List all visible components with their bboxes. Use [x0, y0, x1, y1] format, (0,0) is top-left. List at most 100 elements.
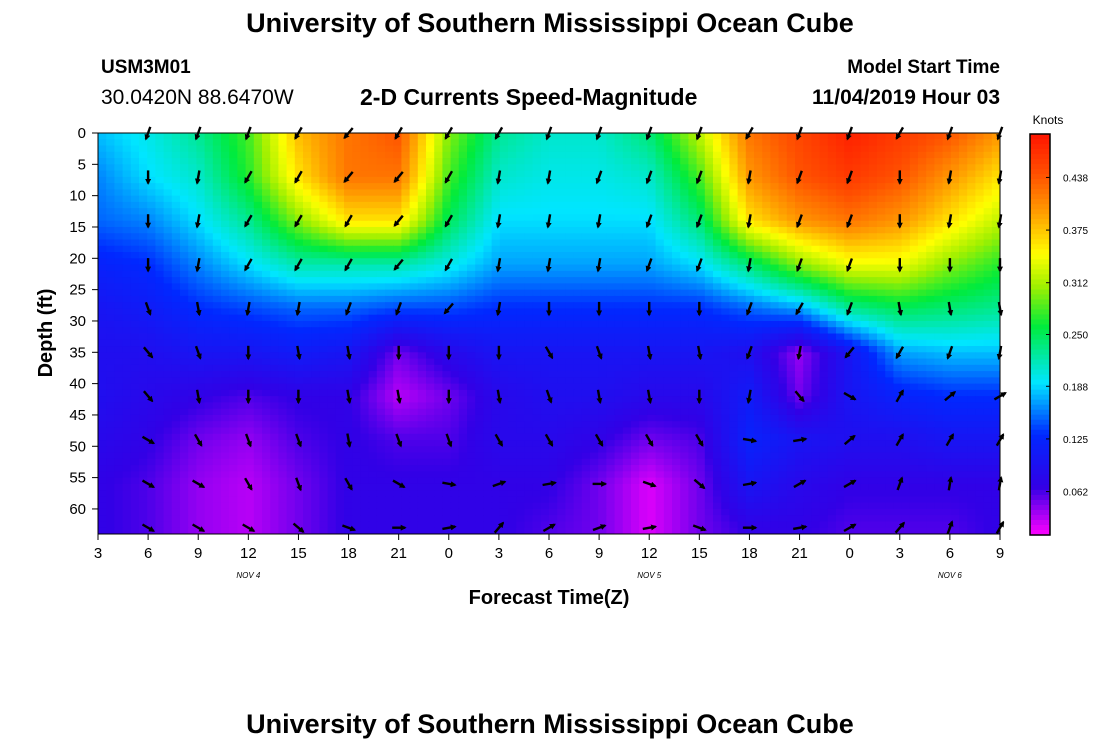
heatmap-cell: [516, 133, 525, 140]
heatmap-cell: [401, 245, 411, 253]
heatmap-cell: [516, 195, 525, 203]
heatmap-cell: [885, 139, 894, 147]
heatmap-cell: [229, 277, 238, 284]
heatmap-cell: [598, 214, 607, 222]
heatmap-cell: [196, 377, 206, 385]
heatmap-cell: [713, 333, 722, 341]
heatmap-cell: [352, 358, 361, 366]
heatmap-cell: [98, 139, 107, 147]
heatmap-cell: [294, 402, 304, 410]
heatmap-cell: [581, 408, 591, 416]
heatmap-cell: [991, 151, 1000, 159]
heatmap-cell: [959, 170, 968, 178]
heatmap-cell: [672, 133, 681, 140]
heatmap-cell: [311, 364, 320, 372]
heatmap-cell: [253, 183, 263, 190]
heatmap-cell: [417, 245, 427, 253]
heatmap-cell: [844, 389, 853, 397]
heatmap-cell: [114, 289, 124, 297]
heatmap-cell: [770, 302, 780, 310]
heatmap-cell: [106, 302, 115, 310]
heatmap-cell: [516, 158, 525, 165]
heatmap-cell: [959, 214, 968, 222]
heatmap-cell: [229, 189, 238, 197]
heatmap-cell: [926, 402, 935, 410]
heatmap-cell: [491, 226, 501, 234]
heatmap-cell: [114, 352, 124, 360]
heatmap-cell: [549, 396, 558, 404]
heatmap-cell: [950, 383, 960, 391]
heatmap-cell: [262, 201, 271, 209]
heatmap-cell: [819, 327, 829, 335]
heatmap-cell: [885, 158, 894, 165]
heatmap-cell: [163, 389, 173, 397]
heatmap-cell: [786, 139, 796, 147]
heatmap-cell: [344, 327, 353, 335]
heatmap-cell: [631, 302, 640, 310]
heatmap-cell: [827, 133, 837, 140]
heatmap-cell: [918, 201, 927, 209]
heatmap-cell: [868, 226, 878, 234]
heatmap-cell: [622, 139, 632, 147]
heatmap-cell: [926, 214, 935, 222]
heatmap-cell: [598, 346, 607, 353]
heatmap-cell: [614, 208, 624, 216]
heatmap-cell: [983, 264, 993, 272]
heatmap-cell: [294, 408, 304, 416]
heatmap-cell: [475, 164, 484, 172]
heatmap-cell: [852, 170, 862, 178]
heatmap-cell: [827, 245, 837, 253]
heatmap-cell: [737, 402, 747, 410]
heatmap-cell: [188, 408, 197, 416]
heatmap-cell: [303, 176, 312, 184]
heatmap-cell: [212, 414, 222, 422]
heatmap-cell: [458, 245, 468, 253]
heatmap-cell: [811, 139, 821, 147]
heatmap-cell: [212, 302, 222, 310]
heatmap-cell: [581, 396, 591, 404]
heatmap-cell: [540, 214, 550, 222]
heatmap-cell: [885, 289, 894, 297]
heatmap-cell: [803, 402, 812, 410]
heatmap-cell: [893, 226, 903, 234]
heatmap-cell: [573, 201, 583, 209]
heatmap-cell: [770, 195, 780, 203]
heatmap-cell: [721, 295, 730, 303]
heatmap-cell: [508, 239, 517, 247]
heatmap-cell: [950, 133, 960, 140]
heatmap-cell: [385, 333, 394, 341]
heatmap-cell: [360, 270, 370, 278]
heatmap-cell: [155, 139, 165, 147]
heatmap-cell: [483, 233, 493, 241]
heatmap-cell: [352, 195, 361, 203]
heatmap-cell: [188, 371, 197, 378]
heatmap-cell: [565, 283, 575, 291]
heatmap-cell: [385, 145, 394, 153]
heatmap-cell: [811, 189, 821, 197]
heatmap-cell: [229, 145, 238, 153]
heatmap-cell: [458, 277, 468, 284]
heatmap-cell: [704, 189, 714, 197]
heatmap-cell: [704, 364, 714, 372]
heatmap-cell: [155, 239, 165, 247]
heatmap-cell: [983, 389, 993, 397]
heatmap-cell: [909, 270, 919, 278]
heatmap-cell: [704, 352, 714, 360]
heatmap-cell: [877, 327, 886, 335]
heatmap-cell: [516, 277, 525, 284]
heatmap-cell: [450, 214, 460, 222]
heatmap-cell: [729, 220, 739, 228]
heatmap-cell: [286, 195, 296, 203]
heatmap-cell: [516, 176, 525, 184]
heatmap-cell: [918, 252, 927, 259]
heatmap-cell: [319, 295, 329, 303]
heatmap-cell: [762, 389, 771, 397]
heatmap-cell: [114, 133, 124, 140]
heatmap-cell: [885, 333, 894, 341]
heatmap-cell: [491, 258, 501, 266]
heatmap-cell: [991, 270, 1000, 278]
heatmap-cell: [549, 377, 558, 385]
heatmap-cell: [303, 133, 312, 140]
heatmap-cell: [491, 364, 501, 372]
heatmap-cell: [532, 133, 542, 140]
